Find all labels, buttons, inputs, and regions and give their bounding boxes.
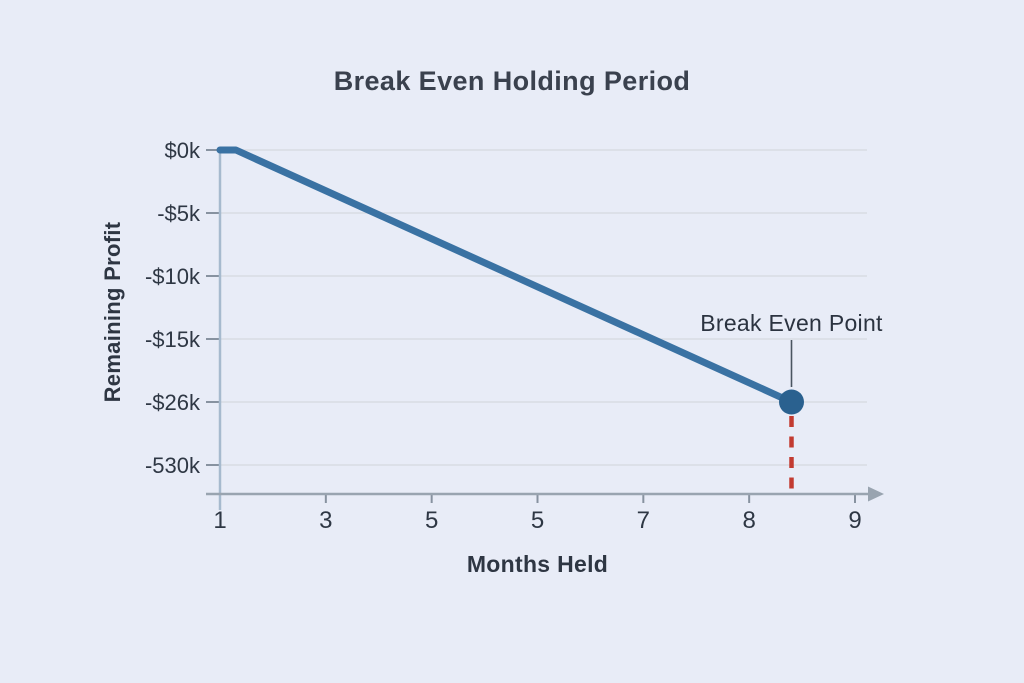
break-even-marker bbox=[779, 389, 804, 415]
x-axis-tick-label: 5 bbox=[425, 507, 438, 534]
x-axis-tick-label: 9 bbox=[848, 507, 861, 534]
x-axis-arrowhead-icon bbox=[868, 486, 884, 502]
x-axis-tick-label: 7 bbox=[637, 507, 650, 534]
x-axis-tick-label: 3 bbox=[319, 507, 332, 534]
y-axis-tick-label: -$5k bbox=[157, 201, 201, 226]
y-axis-tick-label: -$26k bbox=[145, 390, 201, 415]
x-axis-tick-label: 8 bbox=[742, 507, 755, 534]
chart-title: Break Even Holding Period bbox=[333, 66, 691, 96]
y-axis-tick-label: -$10k bbox=[145, 264, 201, 289]
profit-line bbox=[216, 146, 795, 406]
x-axis-tick-label: 5 bbox=[531, 507, 544, 534]
annotation-label: Break Even Point bbox=[700, 310, 883, 336]
y-axis-tick-label: -$15k bbox=[145, 327, 201, 352]
x-axis-title: Months Held bbox=[466, 551, 609, 577]
y-axis-tick-label: $0k bbox=[165, 138, 201, 163]
x-axis-tick-label: 1 bbox=[213, 507, 226, 534]
y-axis-tick-label: -530k bbox=[145, 453, 201, 478]
